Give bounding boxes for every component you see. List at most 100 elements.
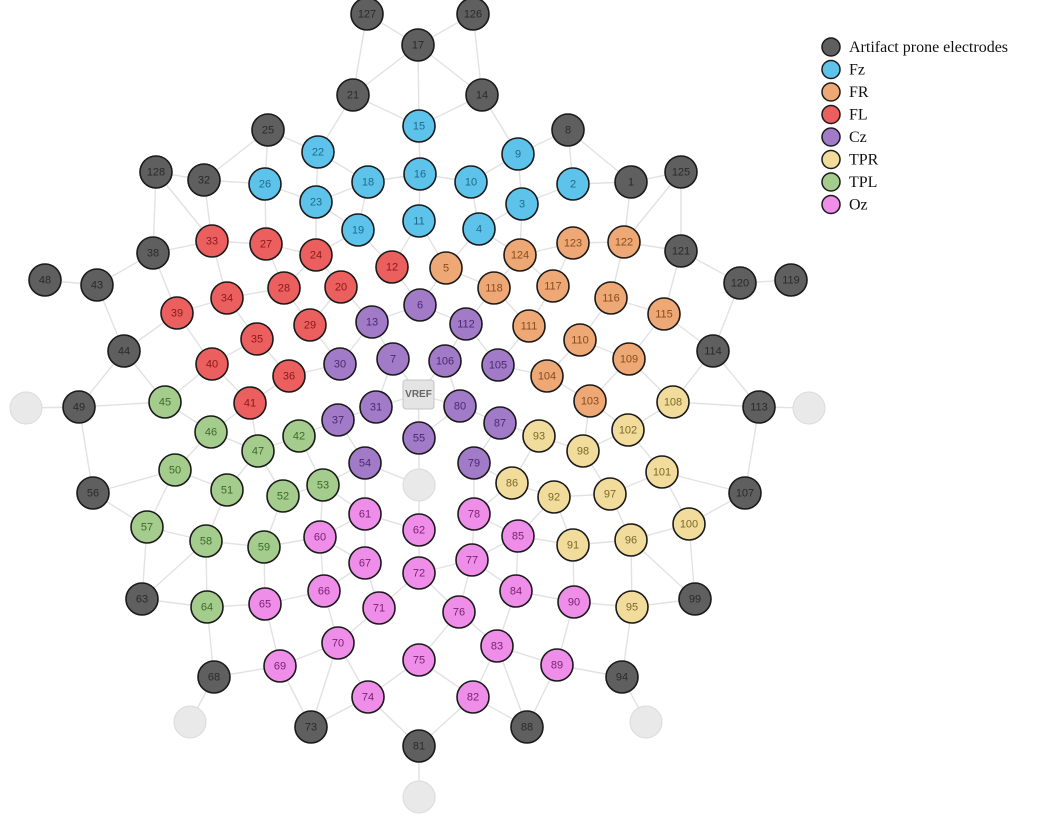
electrode-65: 65 bbox=[248, 587, 282, 621]
electrode-23: 23 bbox=[299, 185, 333, 219]
electrode-54: 54 bbox=[348, 446, 382, 480]
electrode-79: 79 bbox=[457, 446, 491, 480]
electrode-circle bbox=[195, 347, 229, 381]
electrode-label: 74 bbox=[362, 692, 374, 704]
electrode-label: 64 bbox=[201, 602, 213, 614]
electrode-90: 90 bbox=[557, 585, 591, 619]
electrode-70: 70 bbox=[321, 626, 355, 660]
electrode-120: 120 bbox=[723, 266, 757, 300]
electrode-circle bbox=[293, 308, 327, 342]
electrode-35: 35 bbox=[240, 322, 274, 356]
electrode-97: 97 bbox=[593, 477, 627, 511]
electrode-circle bbox=[160, 296, 194, 330]
electrode-circle bbox=[301, 135, 335, 169]
legend-item-tpl: TPL bbox=[821, 172, 877, 192]
electrode-circle bbox=[303, 520, 337, 554]
electrode-29: 29 bbox=[293, 308, 327, 342]
electrode-label: 123 bbox=[564, 238, 582, 250]
electrode-circle bbox=[197, 660, 231, 694]
electrode-circle bbox=[130, 510, 164, 544]
electrode-55: 55 bbox=[402, 421, 436, 455]
electrode-125: 125 bbox=[664, 155, 698, 189]
electrode-circle bbox=[501, 519, 535, 553]
electrode-circle bbox=[428, 344, 462, 378]
electrode-circle bbox=[499, 574, 533, 608]
legend-swatch bbox=[821, 149, 841, 170]
electrode-circle bbox=[241, 434, 275, 468]
electrode-circle bbox=[282, 419, 316, 453]
legend-item-cz: Cz bbox=[821, 127, 867, 147]
electrode-label: 43 bbox=[91, 280, 103, 292]
electrode-circle bbox=[522, 419, 556, 453]
electrode-circle bbox=[80, 268, 114, 302]
electrode-circle bbox=[351, 165, 385, 199]
electrode-label: 11 bbox=[413, 216, 424, 228]
electrode-label: 91 bbox=[567, 540, 579, 552]
legend-item-fz: Fz bbox=[821, 59, 865, 80]
electrode-circle bbox=[187, 163, 221, 197]
electrode-label: 96 bbox=[625, 535, 637, 547]
electrode-34: 34 bbox=[210, 281, 244, 315]
electrode-label: 71 bbox=[373, 603, 385, 615]
electrode-84: 84 bbox=[499, 574, 533, 608]
electrode-label: 34 bbox=[221, 293, 233, 305]
electrode-label: 121 bbox=[672, 246, 690, 258]
electrode-label: 53 bbox=[317, 480, 329, 492]
electrode-circle bbox=[563, 323, 597, 357]
electrode-label: 66 bbox=[318, 586, 330, 598]
electrode-circle bbox=[307, 574, 341, 608]
electrode-69: 69 bbox=[263, 649, 297, 683]
electrode-89: 89 bbox=[540, 648, 574, 682]
electrode-107: 107 bbox=[728, 476, 762, 510]
electrode-circle bbox=[272, 359, 306, 393]
electrode-circle bbox=[505, 187, 539, 221]
legend-swatch bbox=[821, 37, 841, 57]
electrode-27: 27 bbox=[249, 227, 283, 261]
electrode-circle bbox=[267, 271, 301, 305]
electrode-119: 119 bbox=[774, 263, 808, 297]
electrode-circle bbox=[402, 729, 436, 763]
electrode-124: 124 bbox=[503, 238, 537, 272]
electrode-label: 12 bbox=[386, 262, 398, 274]
electrode-label: 73 bbox=[305, 722, 317, 734]
electrode-21: 21 bbox=[336, 78, 370, 112]
electrode-label: 14 bbox=[476, 90, 488, 102]
electrode-33: 33 bbox=[195, 224, 229, 258]
electrode-41: 41 bbox=[233, 386, 267, 420]
electrode-circle bbox=[402, 204, 436, 238]
electrode-circle bbox=[251, 113, 285, 147]
electrode-60: 60 bbox=[303, 520, 337, 554]
electrode-127: 127 bbox=[350, 0, 384, 31]
electrode-label: 21 bbox=[347, 90, 359, 102]
electrode-label: 83 bbox=[491, 641, 503, 653]
electrode-circle bbox=[454, 165, 488, 199]
electrode-label: 120 bbox=[731, 278, 749, 290]
electrode-circle bbox=[594, 281, 628, 315]
electrode-circle bbox=[556, 226, 590, 260]
electrode-118: 118 bbox=[477, 271, 511, 305]
legend-swatch bbox=[821, 82, 841, 102]
electrode-label: 108 bbox=[664, 397, 682, 409]
electrode-circle bbox=[556, 528, 590, 562]
electrode-label: 111 bbox=[521, 321, 538, 333]
electrode-label: 114 bbox=[704, 346, 722, 358]
electrode-label: 87 bbox=[494, 418, 506, 430]
electrode-62: 62 bbox=[402, 513, 436, 547]
electrode-circle bbox=[530, 359, 564, 393]
electrode-circle bbox=[678, 582, 712, 616]
electrode-label: 81 bbox=[413, 741, 425, 753]
electrode-label: 72 bbox=[413, 568, 425, 580]
electrode-circle bbox=[495, 466, 529, 500]
electrode-circle bbox=[336, 78, 370, 112]
electrode-59: 59 bbox=[247, 530, 281, 564]
electrode-circle bbox=[233, 386, 267, 420]
electrode-circle bbox=[195, 224, 229, 258]
electrode-68: 68 bbox=[197, 660, 231, 694]
electrode-circle bbox=[696, 334, 730, 368]
empty-electrode-sites bbox=[9, 391, 826, 814]
electrode-label: 100 bbox=[680, 519, 698, 531]
electrode-label: 54 bbox=[359, 458, 371, 470]
electrode-2: 2 bbox=[556, 167, 590, 201]
electrode-96: 96 bbox=[614, 523, 648, 557]
empty-electrode bbox=[402, 468, 436, 502]
